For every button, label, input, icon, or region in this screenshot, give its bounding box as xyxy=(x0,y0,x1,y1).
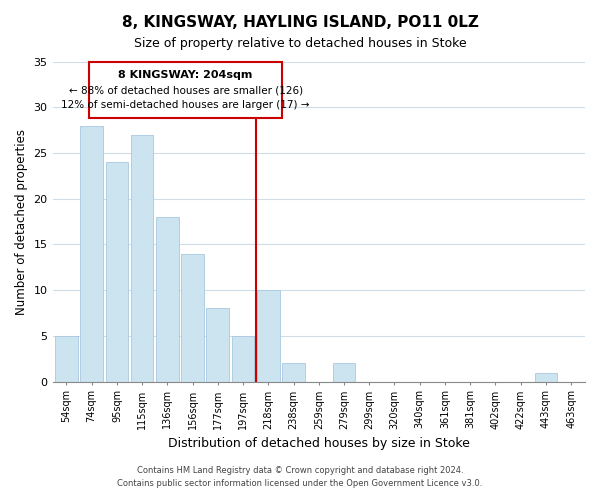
Bar xyxy=(131,134,154,382)
Bar xyxy=(80,126,103,382)
Bar xyxy=(232,336,254,382)
Bar xyxy=(181,254,204,382)
FancyBboxPatch shape xyxy=(89,62,282,118)
X-axis label: Distribution of detached houses by size in Stoke: Distribution of detached houses by size … xyxy=(168,437,470,450)
Bar xyxy=(535,372,557,382)
Bar xyxy=(156,217,179,382)
Bar xyxy=(106,162,128,382)
Text: 12% of semi-detached houses are larger (17) →: 12% of semi-detached houses are larger (… xyxy=(61,100,310,110)
Bar xyxy=(332,364,355,382)
Text: 8, KINGSWAY, HAYLING ISLAND, PO11 0LZ: 8, KINGSWAY, HAYLING ISLAND, PO11 0LZ xyxy=(122,15,478,30)
Text: Contains HM Land Registry data © Crown copyright and database right 2024.
Contai: Contains HM Land Registry data © Crown c… xyxy=(118,466,482,487)
Bar xyxy=(257,290,280,382)
Bar xyxy=(282,364,305,382)
Bar xyxy=(206,308,229,382)
Text: ← 88% of detached houses are smaller (126): ← 88% of detached houses are smaller (12… xyxy=(68,86,303,96)
Text: Size of property relative to detached houses in Stoke: Size of property relative to detached ho… xyxy=(134,38,466,51)
Text: 8 KINGSWAY: 204sqm: 8 KINGSWAY: 204sqm xyxy=(118,70,253,80)
Bar xyxy=(55,336,78,382)
Y-axis label: Number of detached properties: Number of detached properties xyxy=(15,128,28,314)
